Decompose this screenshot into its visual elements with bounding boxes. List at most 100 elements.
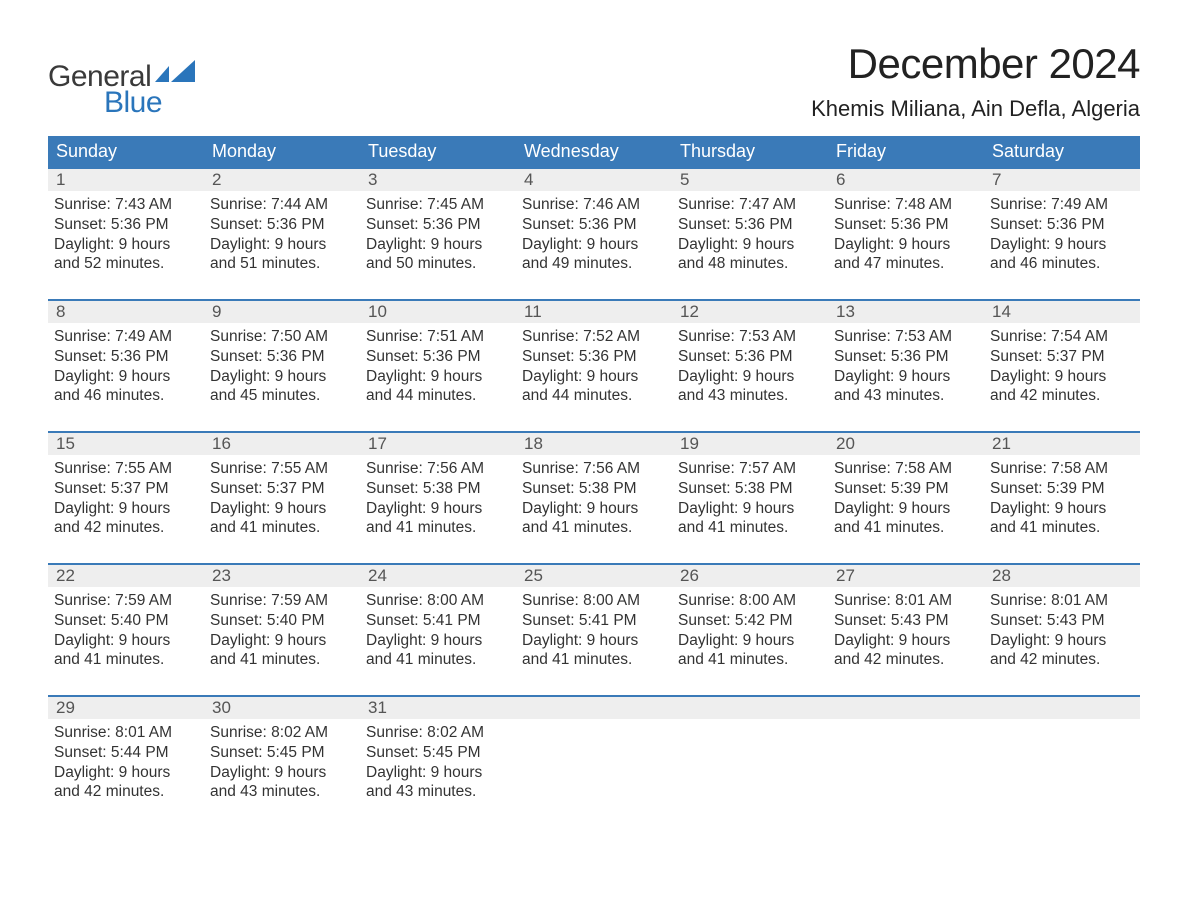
sunset-line: Sunset: 5:45 PM (210, 743, 354, 763)
sunrise-line: Sunrise: 7:52 AM (522, 327, 666, 347)
brand-mark-icon (155, 60, 195, 86)
day-cell: 23Sunrise: 7:59 AMSunset: 5:40 PMDayligh… (204, 565, 360, 681)
sunset-line: Sunset: 5:36 PM (522, 347, 666, 367)
sunrise-line: Sunrise: 7:57 AM (678, 459, 822, 479)
daylight-line-1: Daylight: 9 hours (990, 235, 1134, 255)
day-cell (984, 697, 1140, 813)
sunset-line: Sunset: 5:36 PM (210, 215, 354, 235)
day-number-empty (672, 697, 828, 719)
daylight-line-1: Daylight: 9 hours (54, 367, 198, 387)
daylight-line-1: Daylight: 9 hours (366, 763, 510, 783)
sunrise-line: Sunrise: 7:50 AM (210, 327, 354, 347)
daylight-line-2: and 52 minutes. (54, 254, 198, 274)
day-cell: 7Sunrise: 7:49 AMSunset: 5:36 PMDaylight… (984, 169, 1140, 285)
sunset-line: Sunset: 5:41 PM (366, 611, 510, 631)
sunset-line: Sunset: 5:36 PM (678, 215, 822, 235)
day-cell: 9Sunrise: 7:50 AMSunset: 5:36 PMDaylight… (204, 301, 360, 417)
daylight-line-1: Daylight: 9 hours (990, 499, 1134, 519)
day-cell: 14Sunrise: 7:54 AMSunset: 5:37 PMDayligh… (984, 301, 1140, 417)
day-number: 23 (204, 565, 360, 587)
sunset-line: Sunset: 5:43 PM (990, 611, 1134, 631)
daylight-line-2: and 42 minutes. (54, 518, 198, 538)
sunset-line: Sunset: 5:36 PM (54, 215, 198, 235)
daylight-line-1: Daylight: 9 hours (210, 499, 354, 519)
sunset-line: Sunset: 5:45 PM (366, 743, 510, 763)
day-number: 14 (984, 301, 1140, 323)
sunset-line: Sunset: 5:37 PM (210, 479, 354, 499)
daylight-line-2: and 42 minutes. (990, 386, 1134, 406)
sunset-line: Sunset: 5:36 PM (366, 347, 510, 367)
daylight-line-1: Daylight: 9 hours (366, 235, 510, 255)
page-title: December 2024 (811, 40, 1140, 88)
sunrise-line: Sunrise: 8:02 AM (210, 723, 354, 743)
daylight-line-2: and 50 minutes. (366, 254, 510, 274)
daylight-line-2: and 41 minutes. (210, 518, 354, 538)
daylight-line-2: and 47 minutes. (834, 254, 978, 274)
sunset-line: Sunset: 5:37 PM (990, 347, 1134, 367)
daylight-line-2: and 41 minutes. (522, 518, 666, 538)
day-cell (672, 697, 828, 813)
sunset-line: Sunset: 5:36 PM (54, 347, 198, 367)
sunset-line: Sunset: 5:36 PM (990, 215, 1134, 235)
day-cell: 19Sunrise: 7:57 AMSunset: 5:38 PMDayligh… (672, 433, 828, 549)
sunrise-line: Sunrise: 7:56 AM (522, 459, 666, 479)
sunset-line: Sunset: 5:38 PM (522, 479, 666, 499)
daylight-line-1: Daylight: 9 hours (834, 367, 978, 387)
daylight-line-2: and 41 minutes. (210, 650, 354, 670)
day-cell: 2Sunrise: 7:44 AMSunset: 5:36 PMDaylight… (204, 169, 360, 285)
sunrise-line: Sunrise: 7:44 AM (210, 195, 354, 215)
daylight-line-1: Daylight: 9 hours (522, 235, 666, 255)
sunrise-line: Sunrise: 7:51 AM (366, 327, 510, 347)
day-cell: 11Sunrise: 7:52 AMSunset: 5:36 PMDayligh… (516, 301, 672, 417)
day-number-empty (516, 697, 672, 719)
daylight-line-1: Daylight: 9 hours (366, 367, 510, 387)
daylight-line-2: and 43 minutes. (210, 782, 354, 802)
sunset-line: Sunset: 5:36 PM (366, 215, 510, 235)
daylight-line-1: Daylight: 9 hours (366, 631, 510, 651)
day-cell: 13Sunrise: 7:53 AMSunset: 5:36 PMDayligh… (828, 301, 984, 417)
daylight-line-2: and 41 minutes. (678, 650, 822, 670)
calendar: SundayMondayTuesdayWednesdayThursdayFrid… (48, 136, 1140, 813)
daylight-line-2: and 45 minutes. (210, 386, 354, 406)
daylight-line-2: and 41 minutes. (366, 650, 510, 670)
daylight-line-2: and 44 minutes. (522, 386, 666, 406)
day-cell: 28Sunrise: 8:01 AMSunset: 5:43 PMDayligh… (984, 565, 1140, 681)
day-cell: 10 Sunrise: 7:51 AMSunset: 5:36 PMDayligh… (360, 301, 516, 417)
daylight-line-1: Daylight: 9 hours (210, 235, 354, 255)
sunrise-line: Sunrise: 7:47 AM (678, 195, 822, 215)
sunrise-line: Sunrise: 7:55 AM (54, 459, 198, 479)
sunrise-line: Sunrise: 7:58 AM (834, 459, 978, 479)
sunset-line: Sunset: 5:39 PM (990, 479, 1134, 499)
weekday-header: Friday (828, 136, 984, 167)
weekday-header: Sunday (48, 136, 204, 167)
daylight-line-2: and 46 minutes. (54, 386, 198, 406)
day-number-empty (828, 697, 984, 719)
brand-logo: General Blue (48, 60, 195, 120)
day-number: 30 (204, 697, 360, 719)
day-number: 21 (984, 433, 1140, 455)
sunset-line: Sunset: 5:41 PM (522, 611, 666, 631)
day-number: 1 (48, 169, 204, 191)
day-cell: 4Sunrise: 7:46 AMSunset: 5:36 PMDaylight… (516, 169, 672, 285)
day-cell: 6Sunrise: 7:48 AMSunset: 5:36 PMDaylight… (828, 169, 984, 285)
daylight-line-2: and 51 minutes. (210, 254, 354, 274)
daylight-line-1: Daylight: 9 hours (54, 763, 198, 783)
daylight-line-1: Daylight: 9 hours (678, 499, 822, 519)
sunrise-line: Sunrise: 7:56 AM (366, 459, 510, 479)
daylight-line-1: Daylight: 9 hours (522, 631, 666, 651)
day-number: 27 (828, 565, 984, 587)
title-block: December 2024 Khemis Miliana, Ain Defla,… (811, 40, 1140, 122)
day-number: 20 (828, 433, 984, 455)
daylight-line-1: Daylight: 9 hours (366, 499, 510, 519)
sunset-line: Sunset: 5:43 PM (834, 611, 978, 631)
day-number: 10 (360, 301, 516, 323)
daylight-line-1: Daylight: 9 hours (678, 235, 822, 255)
sunset-line: Sunset: 5:44 PM (54, 743, 198, 763)
daylight-line-1: Daylight: 9 hours (54, 631, 198, 651)
day-number: 18 (516, 433, 672, 455)
weekday-header-row: SundayMondayTuesdayWednesdayThursdayFrid… (48, 136, 1140, 167)
day-cell: 24Sunrise: 8:00 AMSunset: 5:41 PMDayligh… (360, 565, 516, 681)
brand-word-2: Blue (104, 86, 162, 120)
sunset-line: Sunset: 5:38 PM (366, 479, 510, 499)
sunrise-line: Sunrise: 7:45 AM (366, 195, 510, 215)
